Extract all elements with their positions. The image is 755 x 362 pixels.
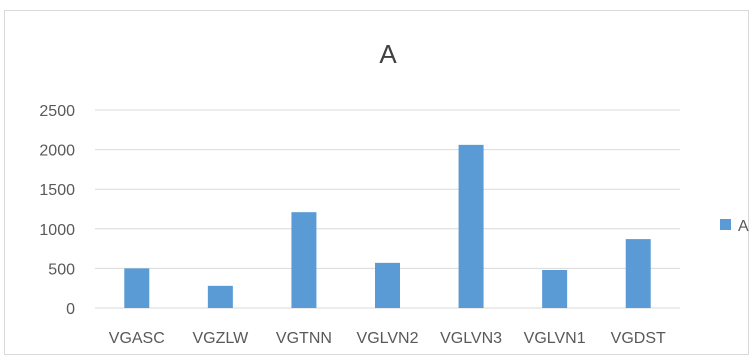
gridlines — [95, 109, 680, 309]
x-tick-label: VGLVN2 — [357, 330, 419, 347]
legend-label: A — [738, 218, 749, 235]
x-axis-ticks: VGASC VGZLW VGTNN VGLVN2 VGLVN3 VGLVN1 VGDST — [109, 330, 666, 347]
legend: A — [720, 218, 749, 235]
x-tick-label: VGDST — [611, 330, 666, 347]
y-tick-label: 0 — [66, 301, 75, 318]
bar-vglvn1 — [542, 269, 568, 308]
x-tick-label: VGZLW — [193, 330, 250, 347]
chart-title: A — [379, 39, 397, 69]
y-tick-label: 1500 — [39, 182, 75, 199]
bar-vgzlw — [207, 285, 233, 308]
bars — [124, 144, 651, 308]
bar-vgdst — [625, 239, 651, 308]
x-tick-label: VGASC — [109, 330, 165, 347]
x-tick-label: VGLVN1 — [524, 330, 586, 347]
bar-vglvn2 — [375, 262, 400, 308]
y-axis-ticks: 0 500 1000 1500 2000 2500 — [39, 103, 75, 318]
y-tick-label: 500 — [48, 261, 75, 278]
y-tick-label: 2500 — [39, 103, 75, 120]
bar-vgtnn — [291, 212, 317, 308]
x-tick-label: VGTNN — [276, 330, 332, 347]
bar-vglvn3 — [458, 144, 484, 308]
y-tick-label: 2000 — [39, 143, 75, 160]
bar-vgasc — [124, 268, 150, 308]
legend-swatch — [720, 219, 731, 230]
y-tick-label: 1000 — [39, 222, 75, 239]
x-tick-label: VGLVN3 — [440, 330, 502, 347]
